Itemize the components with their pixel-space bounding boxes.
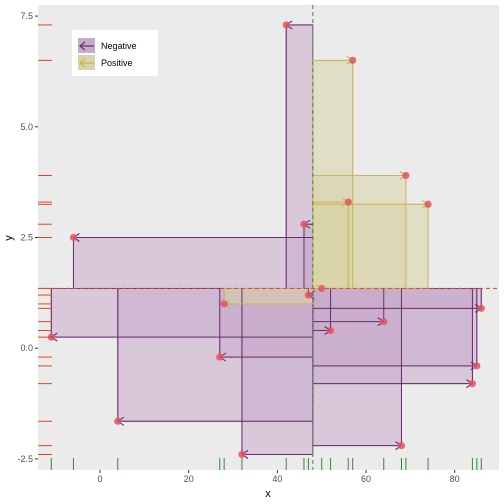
data-point-3: [304, 291, 312, 299]
legend-label-positive: Positive: [101, 58, 133, 68]
residual-rect-9: [312, 288, 402, 447]
y-tick-label-2: 2.5: [20, 233, 33, 243]
x-tick-label-1: 20: [184, 474, 194, 484]
data-point-15: [402, 171, 410, 180]
x-tick-label-3: 60: [361, 474, 371, 484]
residual-rect-17: [312, 201, 349, 289]
data-point-13: [238, 450, 246, 459]
data-point-5: [380, 318, 388, 326]
y-tick-label-4: 7.5: [20, 11, 33, 21]
data-point-2: [69, 233, 78, 242]
legend: Negative Positive: [72, 30, 158, 76]
data-point-14: [349, 56, 357, 64]
y-axis-title: y: [3, 235, 15, 241]
data-point-1: [300, 220, 308, 228]
data-point-10: [216, 353, 224, 361]
residual-rect-19: [223, 288, 314, 305]
legend-key-positive-head: [79, 58, 86, 68]
y-tick-label-1: 0.0: [20, 343, 33, 353]
data-point-16: [424, 200, 432, 208]
data-point-17: [344, 198, 352, 206]
data-point-0: [282, 21, 290, 29]
x-tick-label-0: 0: [98, 474, 103, 484]
x-tick-label-4: 80: [450, 474, 460, 484]
y-tick-label-0: -2.5: [17, 454, 33, 464]
residual-rect-2: [73, 237, 314, 289]
legend-key-negative-head: [79, 41, 86, 51]
data-point-19: [220, 300, 228, 308]
data-point-18: [318, 284, 326, 293]
data-point-6: [477, 304, 485, 312]
x-tick-label-2: 40: [272, 474, 282, 484]
legend-label-negative: Negative: [101, 41, 137, 51]
data-point-7: [473, 362, 481, 370]
data-point-12: [114, 417, 122, 425]
x-axis-title: x: [265, 488, 271, 500]
data-point-9: [397, 442, 406, 450]
y-tick-label-3: 5.0: [20, 122, 33, 132]
data-point-8: [468, 380, 477, 388]
residual-rect-13: [241, 288, 314, 455]
data-point-4: [326, 326, 335, 335]
